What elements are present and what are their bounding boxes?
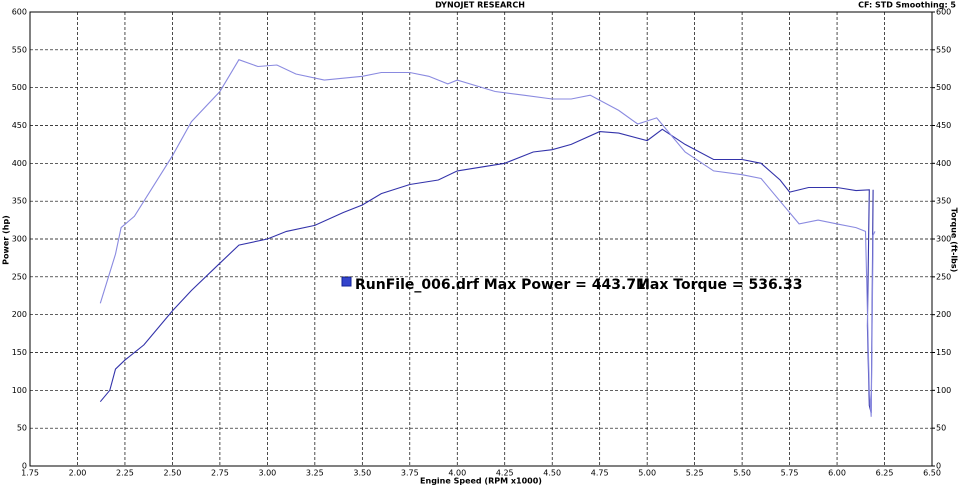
series-line bbox=[99, 59, 876, 417]
x-tick-label: 2.25 bbox=[116, 469, 134, 478]
y-tick-label: 250 bbox=[12, 272, 27, 281]
y2-tick-label: 100 bbox=[936, 386, 951, 395]
chart-title: DYNOJET RESEARCH bbox=[435, 1, 525, 10]
x-tick-label: 1.75 bbox=[21, 469, 39, 478]
legend-text: Max Torque = 536.33 bbox=[636, 277, 802, 293]
y2-tick-label: 250 bbox=[936, 272, 951, 281]
x-tick-label: 6.00 bbox=[828, 469, 846, 478]
x-tick-label: 2.00 bbox=[69, 469, 87, 478]
y-tick-label: 550 bbox=[12, 45, 27, 54]
y-tick-label: 150 bbox=[12, 348, 27, 357]
y2-tick-label: 150 bbox=[936, 348, 951, 357]
y-tick-label: 50 bbox=[17, 424, 27, 433]
x-tick-label: 5.25 bbox=[686, 469, 704, 478]
x-tick-label: 4.75 bbox=[591, 469, 609, 478]
y-tick-label: 450 bbox=[12, 121, 27, 130]
y-tick-label: 0 bbox=[22, 462, 27, 471]
y-tick-label: 350 bbox=[12, 197, 27, 206]
y2-tick-label: 500 bbox=[936, 83, 951, 92]
y-tick-label: 100 bbox=[12, 386, 27, 395]
y-tick-label: 600 bbox=[12, 8, 27, 17]
y2-tick-label: 400 bbox=[936, 159, 951, 168]
y2-tick-label: 300 bbox=[936, 235, 951, 244]
y-tick-label: 300 bbox=[12, 235, 27, 244]
x-tick-label: 6.25 bbox=[876, 469, 894, 478]
y2-tick-label: 0 bbox=[936, 462, 941, 471]
y2-tick-label: 550 bbox=[936, 45, 951, 54]
y-tick-label: 400 bbox=[12, 159, 27, 168]
y2-tick-label: 50 bbox=[936, 424, 946, 433]
x-tick-label: 4.25 bbox=[496, 469, 514, 478]
y2-axis-label: Torque (ft-lbs) bbox=[950, 208, 959, 273]
x-tick-label: 5.75 bbox=[781, 469, 799, 478]
chart-subtitle: CF: STD Smoothing: 5 bbox=[858, 1, 956, 10]
x-tick-label: 3.00 bbox=[258, 469, 276, 478]
legend-swatch bbox=[341, 276, 352, 287]
y-tick-label: 500 bbox=[12, 83, 27, 92]
x-tick-label: 4.50 bbox=[543, 469, 561, 478]
x-tick-label: 3.75 bbox=[401, 469, 419, 478]
y2-tick-label: 450 bbox=[936, 121, 951, 130]
x-tick-label: 2.50 bbox=[164, 469, 182, 478]
x-axis-label: Engine Speed (RPM x1000) bbox=[420, 477, 542, 485]
x-tick-label: 3.50 bbox=[353, 469, 371, 478]
series-line bbox=[99, 128, 874, 414]
x-tick-label: 5.50 bbox=[733, 469, 751, 478]
y2-tick-label: 600 bbox=[936, 8, 951, 17]
x-tick-label: 3.25 bbox=[306, 469, 324, 478]
x-tick-label: 5.00 bbox=[638, 469, 656, 478]
x-tick-label: 4.00 bbox=[448, 469, 466, 478]
y2-tick-label: 200 bbox=[936, 310, 951, 319]
x-tick-label: 2.75 bbox=[211, 469, 229, 478]
y-tick-label: 200 bbox=[12, 310, 27, 319]
x-tick-label: 6.50 bbox=[923, 469, 941, 478]
legend-text: RunFile_006.drf Max Power = 443.71 bbox=[355, 277, 646, 293]
y2-tick-label: 350 bbox=[936, 197, 951, 206]
y-axis-label: Power (hp) bbox=[2, 215, 11, 265]
